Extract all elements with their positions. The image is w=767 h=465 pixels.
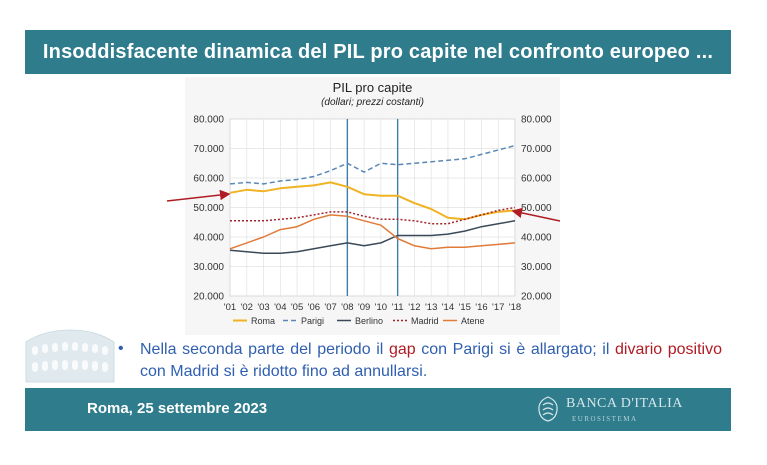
x-tick-label: '12 [408,302,420,313]
x-tick-label: '16 [475,302,487,313]
note-part-1: Nella seconda parte del periodo il [140,341,389,358]
title-bar: Insoddisfacente dinamica del PIL pro cap… [25,30,731,74]
bank-logo-icon [538,396,558,422]
chart-title: PIL pro capite [332,80,413,95]
y-tick-right: 60.000 [521,174,552,185]
x-tick-label: '06 [308,302,320,313]
x-tick-label: '14 [442,302,454,313]
note-part-2: con Parigi si è allargato; il [415,341,616,358]
x-tick-label: '15 [459,302,471,313]
y-tick-right: 80.000 [521,115,552,126]
y-tick-left: 20.000 [193,292,224,303]
legend-label: Atene [461,316,485,326]
bullet-marker: • [118,340,124,357]
logo-name: BANCA D'ITALIA [566,396,683,411]
note-gap: gap [388,341,416,358]
legend-label: Roma [251,316,275,326]
x-tick-label: '04 [274,302,286,313]
series-line-parigi [229,144,516,185]
y-tick-left: 60.000 [193,174,224,185]
x-tick-label: '08 [341,302,353,313]
chart-panel: PIL pro capite (dollari; prezzi costanti… [185,77,560,335]
series-line-atene [229,214,516,250]
x-tick-label: '03 [257,302,269,313]
legend-label: Berlino [355,316,383,326]
x-tick-label: '11 [392,302,404,313]
y-tick-right: 50.000 [521,203,552,214]
y-tick-left: 70.000 [193,144,224,155]
x-tick-label: '10 [375,302,387,313]
chart-subtitle: (dollari; prezzi costanti) [321,97,424,108]
y-tick-left: 40.000 [193,233,224,244]
note-part-3: con Madrid si è ridotto fino ad annullar… [140,363,428,380]
y-tick-right: 20.000 [521,292,552,303]
x-tick-label: '17 [492,302,504,313]
y-tick-left: 50.000 [193,203,224,214]
x-tick-label: '07 [324,302,336,313]
footer-bar: Roma, 25 settembre 2023 BANCA D'ITALIA E… [25,388,731,431]
x-tick-label: '01 [224,302,236,313]
y-tick-right: 40.000 [521,233,552,244]
x-tick-label: '13 [425,302,437,313]
colosseum-watermark [25,329,115,383]
legend-label: Parigi [301,316,324,326]
y-tick-right: 70.000 [521,144,552,155]
legend-label: Madrid [411,316,439,326]
logo-subtitle: EUROSISTEMA [572,415,638,423]
slide-title: Insoddisfacente dinamica del PIL pro cap… [42,40,714,63]
series-line-berlino [229,220,516,254]
footer-date: Roma, 25 settembre 2023 [87,400,268,417]
y-tick-left: 80.000 [193,115,224,126]
note-divario: divario positivo [615,341,723,358]
bullet-text: Nella seconda parte del periodo il gap c… [140,339,722,383]
x-tick-label: '02 [241,302,253,313]
x-tick-label: '18 [509,302,521,313]
series-line-roma [229,181,516,221]
x-tick-label: '09 [358,302,370,313]
y-tick-right: 30.000 [521,262,552,273]
line-chart: 20.000 20.000 30.000 30.000 40.000 40.000 50.0… [193,115,552,327]
x-tick-label: '05 [291,302,303,313]
y-tick-left: 30.000 [193,262,224,273]
